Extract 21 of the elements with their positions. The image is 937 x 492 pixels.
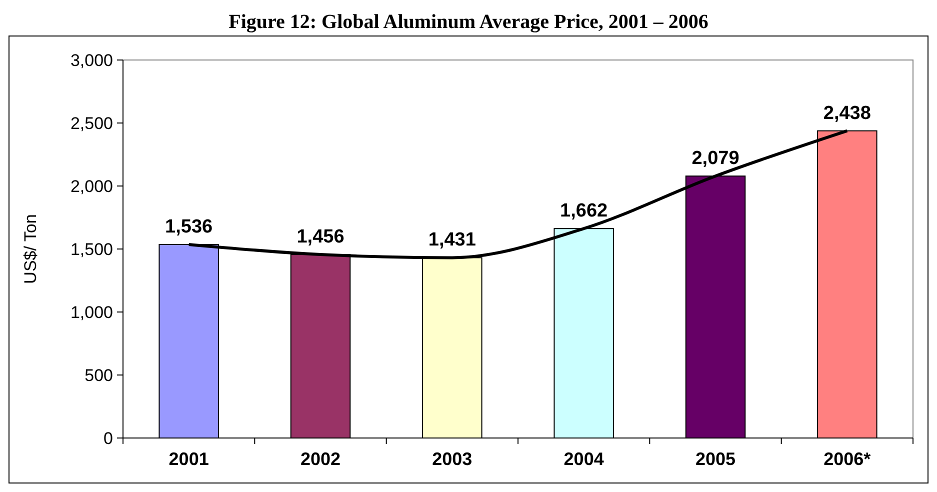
y-axis-title: US$/ Ton xyxy=(21,214,40,284)
y-tick-label: 3,000 xyxy=(70,50,113,70)
y-tick-label: 2,500 xyxy=(70,114,113,133)
data-label: 1,662 xyxy=(560,200,608,222)
chart-title: Figure 12: Global Aluminum Average Price, 2001 – 2006 xyxy=(228,11,708,33)
x-tick-label: 2003 xyxy=(432,449,472,469)
y-tick-label: 2,000 xyxy=(70,176,113,196)
y-tick-label: 0 xyxy=(104,428,113,448)
y-tick-label: 500 xyxy=(84,366,113,385)
x-tick-label: 2005 xyxy=(695,449,736,469)
x-tick-label: 2001 xyxy=(168,449,209,469)
data-label: 1,456 xyxy=(296,226,344,248)
data-label: 1,431 xyxy=(428,230,476,251)
data-label: 1,536 xyxy=(165,216,213,238)
data-label: 2,079 xyxy=(692,148,740,170)
x-tick-label: 2006* xyxy=(824,449,871,469)
x-tick-label: 2002 xyxy=(300,449,341,469)
data-label: 2,438 xyxy=(823,102,871,124)
y-tick-label: 1,500 xyxy=(70,240,113,259)
y-tick-label: 1,000 xyxy=(70,302,113,322)
x-tick-label: 2004 xyxy=(564,449,604,469)
